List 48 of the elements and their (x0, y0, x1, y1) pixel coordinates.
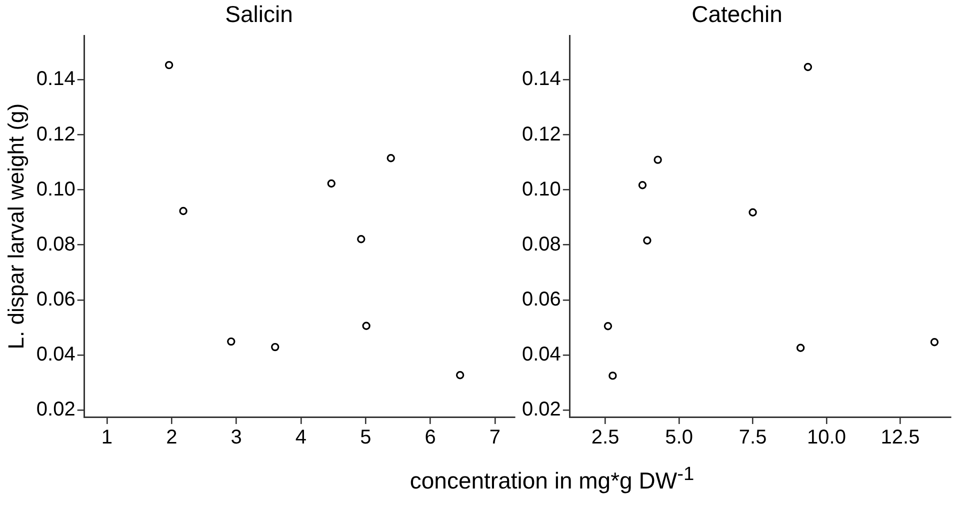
y-axis-title: L. dispar larval weight (g) (3, 103, 28, 350)
y-tick-label: 0.14 (36, 68, 76, 90)
y-tick-label: 0.06 (36, 288, 76, 310)
point (604, 322, 612, 330)
y-tick-label: 0.14 (522, 68, 561, 90)
point (930, 338, 939, 346)
point (643, 236, 652, 245)
y-tick-label: 0.10 (522, 178, 561, 200)
x-tick-label: 10.0 (807, 426, 846, 449)
chart-title: Salicin (225, 1, 293, 28)
point (796, 344, 805, 352)
point (804, 62, 812, 72)
y-tick-label: 0.12 (522, 123, 561, 146)
x-tick-label: 6 (424, 426, 436, 449)
x-tick-label: 5 (360, 426, 372, 449)
x-tick-label: 4 (295, 426, 307, 449)
x-tick-label: 3 (230, 426, 242, 449)
x-tick-label: 7 (489, 426, 501, 449)
x-axis-title: concentration in mg*g DW$^{-1}$ (408, 464, 696, 495)
x-tick-label: 12.5 (880, 426, 920, 449)
y-tick-label: 0.08 (522, 233, 561, 256)
chart-title: Catechin (692, 1, 782, 28)
point (179, 206, 188, 216)
y-tick-label: 0.04 (36, 344, 76, 366)
x-tick-label: 5.0 (665, 426, 693, 449)
y-tick-label: 0.10 (36, 178, 76, 200)
point (164, 60, 174, 70)
y-tick-label: 0.04 (522, 344, 561, 366)
point (327, 179, 336, 188)
x-tick-label: 2 (166, 426, 178, 449)
y-tick-label: 0.12 (36, 123, 76, 146)
point (386, 154, 395, 162)
point (456, 371, 464, 380)
x-tick-label: 1 (101, 426, 113, 449)
y-tick-label: 0.08 (36, 233, 76, 256)
y-tick-label: 0.02 (36, 398, 76, 421)
y-tick-label: 0.02 (522, 398, 561, 421)
point (227, 337, 236, 346)
point (357, 235, 366, 244)
point (362, 322, 370, 330)
y-tick-label: 0.06 (522, 288, 561, 310)
point (271, 342, 280, 352)
point (608, 372, 617, 380)
point (638, 181, 647, 190)
x-tick-label: 7.5 (738, 426, 767, 449)
point (654, 156, 662, 164)
point (748, 208, 757, 216)
x-tick-label: 2.5 (591, 426, 620, 449)
